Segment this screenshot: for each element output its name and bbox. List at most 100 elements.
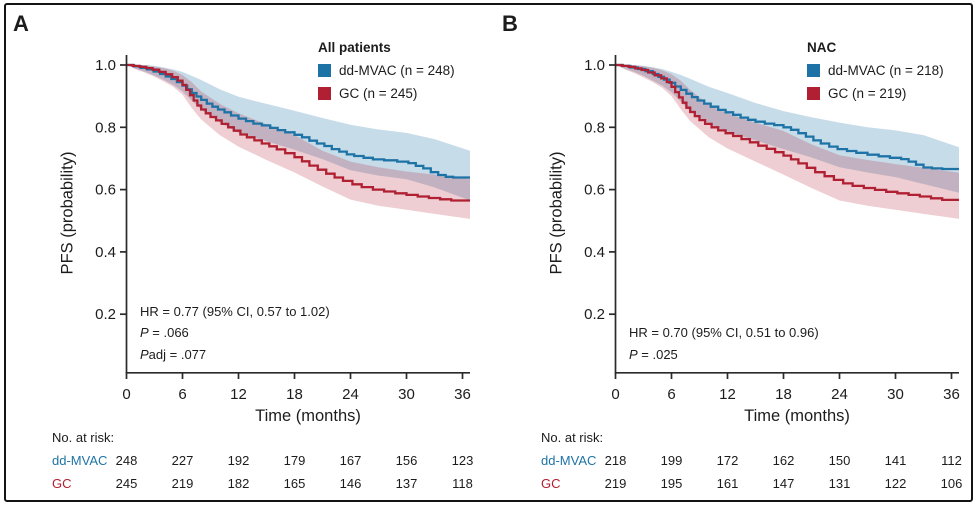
ci-band-ddmvac <box>615 65 959 193</box>
km-curve-gc <box>126 63 470 202</box>
stats-line: Padj = .077 <box>140 346 207 362</box>
stats-block: HR = 0.77 (95% CI, 0.57 to 1.02) P = .066… <box>140 301 330 366</box>
legend-item-ddmvac: dd-MVAC (n = 248) <box>318 63 455 78</box>
x-tick-label: 18 <box>775 386 792 403</box>
risk-count: 219 <box>171 476 194 491</box>
ci-band-ddmvac <box>126 65 470 201</box>
x-tick-label: 36 <box>943 386 960 403</box>
x-tick-label: 30 <box>887 386 904 403</box>
km-plot-b: 1.0 0.8 0.6 0.4 0.2 0 6 12 18 24 30 36 <box>584 55 960 403</box>
risk-row-label-gc: GC <box>541 476 561 491</box>
ci-band-gc <box>615 65 959 219</box>
x-tick-label: 18 <box>286 386 303 403</box>
risk-count: 137 <box>395 476 418 491</box>
y-tick-label: 0.2 <box>95 306 116 323</box>
gc-swatch <box>807 87 820 100</box>
panel-a-letter: A <box>13 11 29 36</box>
risk-count: 112 <box>941 453 962 468</box>
y-tick-label: 0.4 <box>95 244 116 261</box>
axes: 1.0 0.8 0.6 0.4 0.2 0 6 12 18 24 30 36 <box>95 55 471 403</box>
axes: 1.0 0.8 0.6 0.4 0.2 0 6 12 18 24 30 36 <box>584 55 960 403</box>
risk-count: 179 <box>283 453 306 468</box>
risk-count: 227 <box>171 453 194 468</box>
legend-label-gc: GC (n = 219) <box>828 86 907 101</box>
x-tick-label: 12 <box>719 386 736 403</box>
legend-item-gc: GC (n = 245) <box>318 86 455 101</box>
legend: All patients dd-MVAC (n = 248) GC (n = 2… <box>318 40 455 101</box>
x-tick-label: 30 <box>398 386 415 403</box>
risk-count: 172 <box>716 453 739 468</box>
panel-b: B 1.0 0.8 0.6 0.4 0.2 0 6 12 18 24 30 36 PFS (proba… <box>489 0 978 506</box>
legend-title: NAC <box>807 40 837 55</box>
y-tick-label: 0.2 <box>584 306 605 323</box>
km-curve-gc <box>615 63 959 202</box>
risk-count: 122 <box>884 476 907 491</box>
risk-count: 161 <box>716 476 739 491</box>
risk-count: 141 <box>884 453 907 468</box>
y-tick-label: 1.0 <box>95 57 116 74</box>
risk-row-label-ddmvac: dd-MVAC <box>541 453 597 468</box>
x-tick-label: 6 <box>667 386 675 403</box>
legend-label-ddmvac: dd-MVAC (n = 248) <box>339 63 455 78</box>
risk-count: 245 <box>115 476 138 491</box>
y-tick-label: 0.6 <box>584 182 605 199</box>
risk-count: 165 <box>283 476 306 491</box>
risk-table-header: No. at risk: <box>52 430 115 445</box>
risk-count: 146 <box>339 476 362 491</box>
risk-count: 192 <box>227 453 250 468</box>
legend-item-ddmvac: dd-MVAC (n = 218) <box>807 63 944 78</box>
legend: NAC dd-MVAC (n = 218) GC (n = 219) <box>807 40 944 101</box>
legend-label-gc: GC (n = 245) <box>339 86 418 101</box>
risk-count: 118 <box>452 476 473 491</box>
km-plot-a: 1.0 0.8 0.6 0.4 0.2 0 6 12 18 24 30 36 <box>95 55 471 403</box>
risk-count: 219 <box>604 476 627 491</box>
risk-count: 150 <box>828 453 851 468</box>
risk-count: 195 <box>660 476 683 491</box>
risk-count: 147 <box>772 476 795 491</box>
gc-swatch <box>318 87 331 100</box>
risk-count: 123 <box>451 453 474 468</box>
panel-b-letter: B <box>502 11 518 36</box>
risk-count: 182 <box>227 476 250 491</box>
stats-block: HR = 0.70 (95% CI, 0.51 to 0.96) P = .025 <box>629 322 819 365</box>
risk-table-header: No. at risk: <box>541 430 604 445</box>
risk-table: No. at risk: dd-MVAC GC 218 199 172 162 150 1… <box>489 0 978 506</box>
risk-table: No. at risk: dd-MVAC GC 248 227 192 179 167 1… <box>52 430 474 491</box>
risk-count: 131 <box>828 476 851 491</box>
stats-line: HR = 0.70 (95% CI, 0.51 to 0.96) <box>629 325 819 340</box>
stats-line: P = .025 <box>629 346 678 362</box>
x-tick-label: 36 <box>454 386 471 403</box>
x-tick-label: 0 <box>122 386 130 403</box>
risk-count: 218 <box>604 453 627 468</box>
legend-label-ddmvac: dd-MVAC (n = 218) <box>828 63 944 78</box>
x-tick-label: 6 <box>178 386 186 403</box>
risk-count: 106 <box>940 476 963 491</box>
stats-line: P = .066 <box>140 325 189 340</box>
x-axis-title: Time (months) <box>255 407 361 425</box>
risk-count: 156 <box>395 453 418 468</box>
x-tick-label: 0 <box>611 386 619 403</box>
risk-row-label-gc: GC <box>52 476 72 491</box>
y-tick-label: 0.6 <box>95 182 116 199</box>
ddmvac-swatch <box>318 64 331 77</box>
curves-group <box>615 63 959 219</box>
x-axis-title: Time (months) <box>744 407 850 425</box>
y-tick-label: 0.4 <box>584 244 605 261</box>
stats-line: HR = 0.77 (95% CI, 0.57 to 1.02) <box>140 303 330 319</box>
y-tick-label: 0.8 <box>584 119 605 136</box>
risk-row-label-ddmvac: dd-MVAC <box>52 453 108 468</box>
x-tick-label: 24 <box>342 386 359 403</box>
legend-title: All patients <box>318 40 391 55</box>
legend-item-gc: GC (n = 219) <box>807 86 944 101</box>
curves-group <box>126 63 470 219</box>
x-tick-label: 12 <box>230 386 247 403</box>
risk-count: 248 <box>115 453 138 468</box>
risk-count: 167 <box>339 453 362 468</box>
x-tick-label: 24 <box>831 386 848 403</box>
risk-count: 199 <box>660 453 683 468</box>
panel-a: A 1.0 0.8 0.6 0.4 0.2 0 6 12 18 24 30 36 PFS (proba… <box>13 11 474 492</box>
y-tick-label: 0.8 <box>95 119 116 136</box>
y-tick-label: 1.0 <box>584 57 605 74</box>
ddmvac-swatch <box>807 64 820 77</box>
